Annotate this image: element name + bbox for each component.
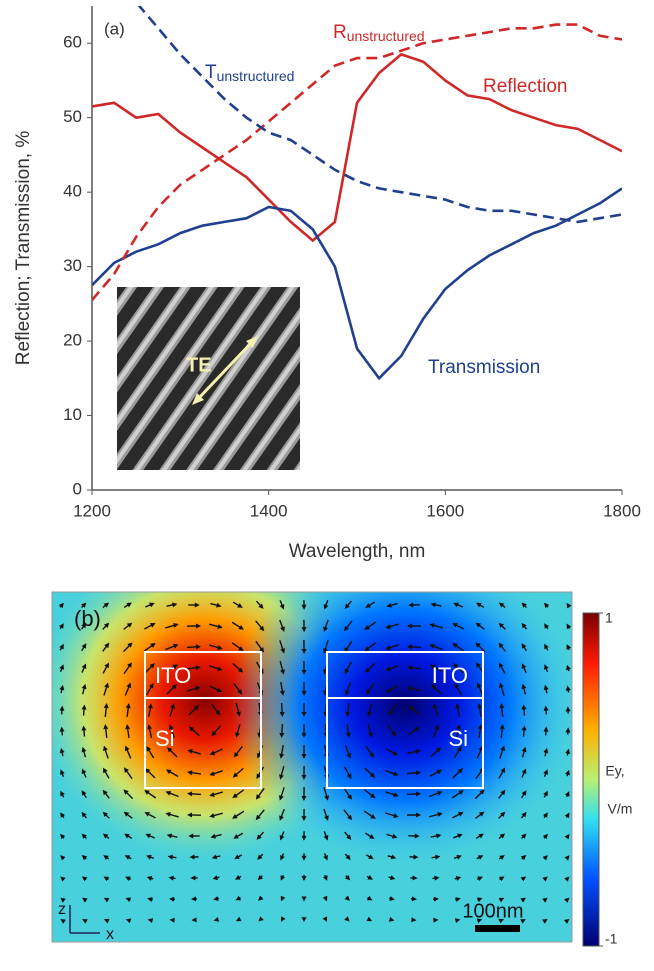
panel-label: (b) (74, 606, 101, 631)
y-tick-label: 20 (63, 331, 82, 350)
x-tick-label: 1200 (73, 501, 111, 520)
series-label: Tunstructured (205, 62, 294, 84)
x-axis-label: Wavelength, nm (289, 541, 426, 562)
colorbar-tick-label: -1 (605, 931, 618, 947)
y-tick-label: 0 (73, 479, 82, 498)
scale-bar (475, 925, 520, 932)
block-label: ITO (155, 663, 191, 688)
scale-bar-label: 100nm (462, 900, 523, 922)
y-tick-label: 30 (63, 256, 82, 275)
series-label: Reflection (483, 76, 568, 97)
inset-label: TE (186, 354, 212, 376)
block-label: Si (448, 726, 468, 751)
series-name-sub: unstructured (217, 68, 295, 84)
panel-b: ITO Si ITO Si (b) 100nm z x Ey, V/m 1 -1 (35, 540, 632, 947)
series-name: R (333, 22, 347, 43)
colorbar (583, 613, 599, 946)
x-tick-label: 1400 (250, 501, 288, 520)
series-name: Reflection (483, 76, 568, 97)
block-label: ITO (432, 663, 468, 688)
y-tick-label: 10 (63, 405, 82, 424)
y-axis-label: Reflection; Transmission, % (13, 131, 34, 366)
y-tick-label: 60 (63, 33, 82, 52)
block-label: Si (155, 726, 175, 751)
axis-label: z (58, 901, 66, 918)
series-label: Runstructured (333, 22, 425, 44)
series-line (92, 25, 622, 301)
series-label: Transmission (428, 357, 540, 378)
panel-label: (a) (104, 19, 125, 38)
x-tick-label: 1800 (603, 501, 641, 520)
panel-a: TE (a) Wavelength, nm Reflection; Transm… (13, 0, 641, 562)
series-name-sub: unstructured (347, 28, 425, 44)
figure: TE (a) Wavelength, nm Reflection; Transm… (0, 0, 654, 971)
y-tick-label: 40 (63, 182, 82, 201)
colorbar-label: Ey, (605, 763, 624, 779)
colorbar-label: V/m (608, 801, 633, 817)
series-name: T (205, 62, 217, 83)
inset-image (117, 287, 300, 470)
y-tick-label: 50 (63, 107, 82, 126)
series-name: Transmission (428, 357, 540, 378)
colorbar-tick-label: 1 (605, 610, 613, 626)
x-tick-label: 1600 (426, 501, 464, 520)
axis-label: x (106, 926, 114, 943)
